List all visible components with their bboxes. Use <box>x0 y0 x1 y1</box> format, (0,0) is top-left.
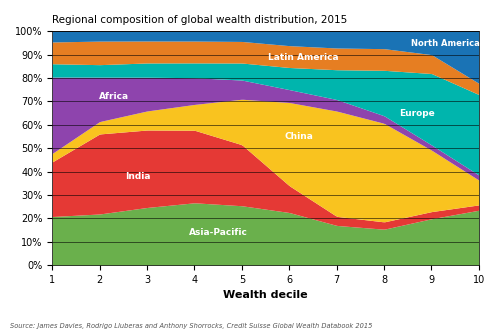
Text: Europe: Europe <box>400 109 435 118</box>
Text: Regional composition of global wealth distribution, 2015: Regional composition of global wealth di… <box>52 15 348 25</box>
Text: Asia-Pacific: Asia-Pacific <box>188 228 248 237</box>
Text: Africa: Africa <box>99 92 129 101</box>
X-axis label: Wealth decile: Wealth decile <box>223 290 308 300</box>
Text: China: China <box>284 132 313 141</box>
Text: Source: James Davies, Rodrigo Lluberas and Anthony Shorrocks, Credit Suisse Glob: Source: James Davies, Rodrigo Lluberas a… <box>10 323 372 329</box>
Text: Latin America: Latin America <box>268 52 339 61</box>
Text: North America: North America <box>412 39 480 47</box>
Text: India: India <box>125 172 150 181</box>
